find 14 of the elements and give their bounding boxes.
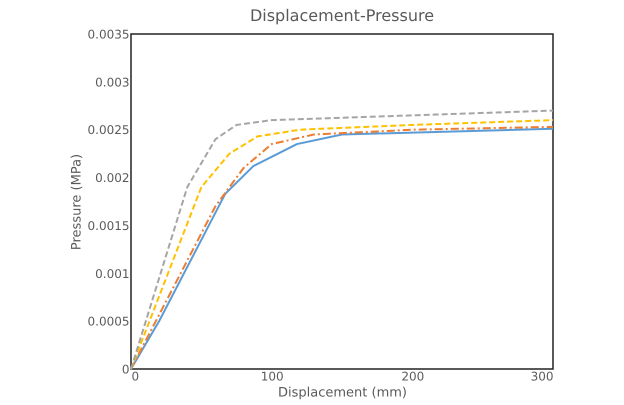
y-tick-label: 0.002 [95, 171, 130, 186]
x-tick-label: 200 [401, 370, 424, 384]
x-axis-title: Displacement (mm) [278, 386, 407, 400]
y-tick-label: 0.001 [95, 266, 130, 281]
x-tick-label: 300 [530, 370, 554, 384]
y-tick-label: 0.0005 [88, 314, 130, 329]
x-tick-label: 0 [132, 370, 140, 384]
y-tick-label: 0.0035 [88, 28, 130, 42]
y-axis-title: Pressure (MPa) [70, 154, 85, 250]
y-tick-label: 0.0015 [88, 218, 130, 233]
y-tick-label: 0.003 [95, 75, 130, 90]
y-tick-label: 0.0025 [88, 123, 130, 138]
chart-title: Displacement-Pressure [250, 6, 434, 25]
x-tick-label: 100 [260, 370, 284, 384]
